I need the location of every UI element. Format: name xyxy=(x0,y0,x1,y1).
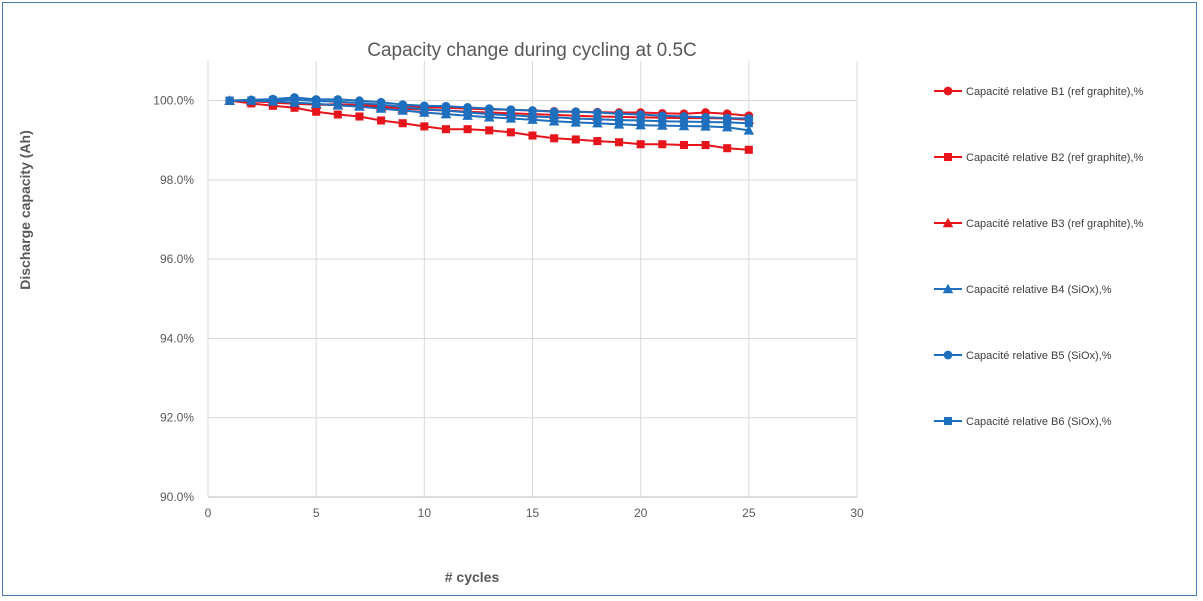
legend-marker xyxy=(943,350,953,360)
legend-label: Capacité relative B1 (ref graphite),% xyxy=(966,86,1144,98)
data-point xyxy=(506,128,515,137)
legend-label: Capacité relative B3 (ref graphite),% xyxy=(966,218,1144,230)
legend-item-4: Capacité relative B4 (SiOx),% xyxy=(934,283,1112,296)
series-6 xyxy=(225,95,753,128)
data-point xyxy=(485,110,494,119)
data-point xyxy=(593,137,602,146)
data-point xyxy=(550,134,559,143)
y-tick-label: 94.0% xyxy=(160,331,194,345)
legend-item-5: Capacité relative B5 (SiOx),% xyxy=(934,350,1112,362)
data-point xyxy=(463,108,472,117)
data-point xyxy=(355,112,364,121)
data-point xyxy=(485,126,494,135)
data-point xyxy=(333,97,342,106)
data-point xyxy=(636,116,645,125)
data-point xyxy=(377,116,386,125)
legend-item-1: Capacité relative B1 (ref graphite),% xyxy=(934,86,1144,98)
legend-label: Capacité relative B5 (SiOx),% xyxy=(966,350,1112,362)
data-point xyxy=(312,97,321,106)
data-point xyxy=(743,125,755,135)
data-point xyxy=(550,113,559,122)
data-point xyxy=(398,102,407,112)
data-point xyxy=(636,140,645,149)
data-point xyxy=(441,106,450,115)
data-point xyxy=(658,117,667,126)
y-axis-title: Discharge capacity (Ah) xyxy=(17,130,33,290)
data-point xyxy=(593,115,602,124)
x-axis-title: # cycles xyxy=(445,569,500,585)
data-point xyxy=(635,119,646,130)
data-point xyxy=(744,145,753,154)
axes: 90.0% 92.0% 94.0% 96.0% 98.0% 100.0% 0 5 10 15 20 2… xyxy=(153,94,864,520)
data-point xyxy=(441,125,450,134)
legend-label: Capacité relative B6 (SiOx),% xyxy=(966,416,1112,428)
data-point xyxy=(377,100,386,109)
data-point xyxy=(571,107,581,117)
data-point xyxy=(614,109,624,119)
data-point xyxy=(420,122,429,131)
y-tick-label: 100.0% xyxy=(153,94,194,108)
data-point xyxy=(658,140,667,149)
data-point xyxy=(225,96,234,105)
grid xyxy=(207,61,858,498)
x-tick-label: 0 xyxy=(205,506,212,520)
data-point xyxy=(528,112,537,121)
series-2 xyxy=(225,96,753,154)
legend-marker xyxy=(942,283,954,294)
data-point xyxy=(615,116,624,125)
legend: Capacité relative B1 (ref graphite),% Cap… xyxy=(934,86,1144,428)
data-point xyxy=(701,141,710,150)
x-tick-label: 10 xyxy=(418,506,432,520)
data-point xyxy=(679,117,688,126)
data-point xyxy=(398,119,407,128)
data-point xyxy=(571,135,580,144)
data-point xyxy=(615,138,624,147)
data-point xyxy=(721,121,733,132)
data-point xyxy=(506,111,515,120)
y-tick-label: 98.0% xyxy=(160,173,194,187)
data-point xyxy=(463,125,472,134)
x-tick-label: 20 xyxy=(634,506,648,520)
y-tick-label: 92.0% xyxy=(160,411,194,425)
x-tick-label: 25 xyxy=(742,506,756,520)
data-point xyxy=(593,108,602,117)
chart-title: Capacity change during cycling at 0.5C xyxy=(367,40,697,61)
data-point xyxy=(571,114,580,123)
data-point xyxy=(528,131,537,140)
data-point xyxy=(679,141,688,150)
legend-marker xyxy=(942,217,954,228)
data-point xyxy=(723,118,732,127)
data-point xyxy=(290,103,299,112)
legend-item-2: Capacité relative B2 (ref graphite),% xyxy=(934,152,1144,164)
data-point xyxy=(744,119,753,128)
legend-marker xyxy=(943,416,953,426)
legend-item-3: Capacité relative B3 (ref graphite),% xyxy=(934,217,1144,230)
data-point xyxy=(333,110,342,119)
data-point xyxy=(420,105,429,114)
data-point xyxy=(268,96,277,105)
y-tick-label: 90.0% xyxy=(160,490,194,504)
y-tick-label: 96.0% xyxy=(160,252,194,266)
data-point xyxy=(290,95,299,104)
data-point xyxy=(247,96,256,105)
legend-label: Capacité relative B2 (ref graphite),% xyxy=(966,152,1144,164)
series-group xyxy=(224,93,755,154)
data-point xyxy=(312,107,321,116)
data-point xyxy=(355,98,364,108)
data-point xyxy=(701,118,710,127)
legend-item-6: Capacité relative B6 (SiOx),% xyxy=(934,416,1112,428)
x-tick-label: 5 xyxy=(313,506,320,520)
x-tick-label: 15 xyxy=(526,506,540,520)
legend-label: Capacité relative B4 (SiOx),% xyxy=(966,284,1112,296)
legend-marker xyxy=(943,152,953,162)
legend-marker xyxy=(943,86,953,96)
x-tick-label: 30 xyxy=(850,506,864,520)
data-point xyxy=(723,144,732,153)
